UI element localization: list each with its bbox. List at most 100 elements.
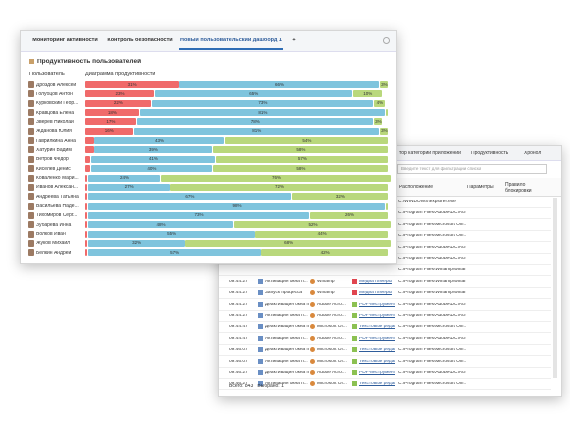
path: C:\Program Files\Adobe\DC\Acr...: [398, 336, 466, 341]
bar-label: 65%: [249, 91, 259, 96]
column-header: Расположение: [399, 185, 433, 190]
path: C:\Program Files\Adobe\DC\Acr...: [398, 314, 466, 318]
tab[interactable]: Мониторинг активности: [32, 38, 98, 43]
bar-label: 4%: [376, 101, 384, 106]
time: 09:44:47: [229, 325, 248, 330]
category[interactable]: PDF-инструменты: [359, 314, 395, 318]
bar-label: 44%: [317, 232, 327, 237]
bar-label: 81%: [252, 129, 262, 134]
avatar: [28, 81, 34, 88]
avatar: [28, 165, 34, 173]
settings-icon[interactable]: [383, 37, 390, 44]
tab[interactable]: тор категорий приложений: [399, 151, 461, 156]
avatar: [28, 109, 34, 117]
bar-label: 57%: [170, 250, 180, 255]
tab-bar: [21, 31, 396, 52]
category[interactable]: Медиа плееры: [359, 291, 392, 296]
bar-label: 40%: [147, 166, 157, 171]
category-swatch: [352, 290, 357, 296]
category[interactable]: PDF-инструменты: [359, 371, 395, 375]
bar-label: 48%: [156, 222, 166, 227]
category[interactable]: Текстовые редакт...: [359, 348, 395, 353]
bar-segment: [85, 174, 88, 182]
category[interactable]: Текстовые редакт...: [359, 382, 395, 387]
path: C:\Program Files\Winamp\winam...: [398, 279, 466, 284]
avatar: [28, 193, 34, 201]
category-swatch: [352, 370, 357, 375]
tab[interactable]: Контроль безопасности: [107, 38, 173, 43]
action: Деактивация окна п...: [265, 302, 309, 307]
avatar: [28, 99, 34, 107]
category[interactable]: Текстовые редакт...: [359, 325, 395, 330]
category-swatch: [352, 335, 357, 341]
bar-segment: [215, 155, 389, 163]
user-name: Курковский Геор...: [36, 101, 79, 107]
avatar: [28, 239, 34, 247]
path: C:\Program Files\Microsoft Offi...: [398, 382, 466, 387]
user-name: Дроздов Алексей: [36, 82, 77, 88]
column-header: Правило блокировки: [505, 182, 532, 194]
user-name: Волков Иван: [36, 232, 66, 238]
bar-label: 72%: [275, 185, 285, 190]
app: Winamp: [317, 291, 335, 296]
path: C:\Program Files\Adobe\DC\Acr...: [398, 245, 466, 250]
bar-segment: [139, 109, 386, 117]
category-swatch: [352, 324, 357, 330]
avatar: [28, 137, 34, 145]
bar-segment: [85, 109, 140, 117]
bar-label: 78%: [250, 119, 260, 124]
bar-segment: [88, 230, 255, 238]
bar-segment: [352, 90, 383, 98]
tab[interactable]: Хронол: [524, 151, 542, 156]
tab[interactable]: Новый пользовательский дашборд 1: [180, 38, 282, 43]
bar-segment: [85, 81, 179, 88]
path: C:\Program Files\Adobe\DC\Acr...: [398, 302, 466, 307]
user-name: Хатурин Вадим: [36, 147, 72, 153]
app: Adobe Acro...: [317, 302, 346, 307]
action: Запуск процесса: [265, 291, 303, 296]
avatar: [28, 249, 34, 257]
bar-segment: [136, 118, 374, 126]
bar-label: 3%: [381, 82, 388, 87]
user-name: Голубцов Антон: [36, 91, 73, 97]
bar-segment: [94, 146, 213, 154]
user-name: Кравцова Елена: [36, 110, 75, 116]
bar-segment: [85, 155, 91, 163]
action: Деактивация окна п...: [265, 348, 309, 353]
row-divider: [219, 366, 551, 368]
app: Microsoft Of...: [317, 382, 347, 387]
bar-label: 27%: [124, 185, 134, 190]
bar-segment: [233, 221, 392, 229]
user-name: Жданова Юлия: [36, 129, 72, 135]
bar-label: 73%: [194, 213, 204, 218]
category[interactable]: PDF-инструменты: [359, 336, 395, 341]
avatar: [28, 183, 34, 191]
action-icon: [258, 324, 263, 330]
bar-segment: [154, 90, 352, 98]
bar-segment: [85, 183, 88, 191]
user-name: Зверев Николай: [36, 119, 74, 125]
action: Активация окна п...: [265, 314, 308, 318]
bar-segment: [94, 137, 225, 145]
bar-label: 41%: [148, 157, 158, 162]
bar-segment: [261, 249, 389, 257]
bar-label: 43%: [154, 138, 164, 143]
category[interactable]: Медиа плееры: [359, 279, 392, 284]
avatar: [28, 202, 34, 210]
filter-input[interactable]: [397, 164, 547, 174]
bar-segment: [85, 165, 91, 173]
time: 09:46:07: [229, 359, 248, 364]
action-icon: [258, 381, 263, 387]
app-icon: [310, 381, 315, 387]
path: C:\Program Files\Adobe\DC\Acr...: [398, 257, 466, 261]
category[interactable]: Текстовые редакт...: [359, 359, 395, 364]
avatar: [28, 155, 34, 163]
tab[interactable]: +: [292, 38, 296, 43]
action-icon: [258, 358, 263, 364]
bar-segment: [85, 146, 94, 154]
app: Microsoft Of...: [317, 325, 347, 330]
bar-segment: [224, 137, 389, 145]
tab[interactable]: Продуктивность: [471, 151, 509, 156]
category[interactable]: PDF-инструменты: [359, 302, 395, 307]
